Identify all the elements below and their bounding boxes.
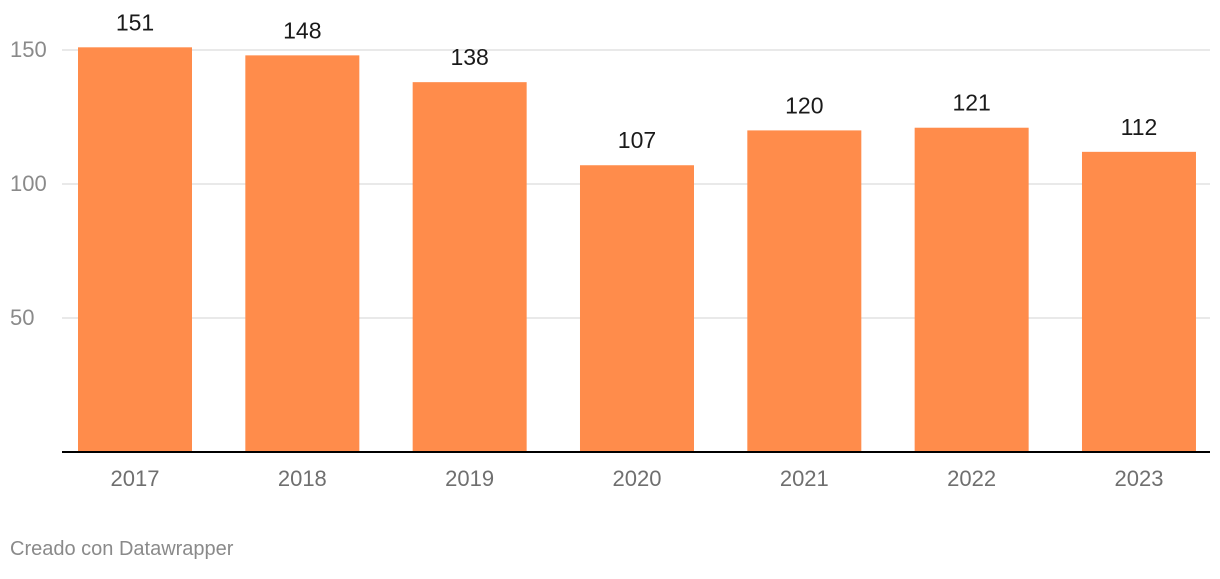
bar-2019 xyxy=(412,82,527,452)
data-label-2018: 148 xyxy=(283,17,321,43)
bar-2017 xyxy=(78,47,192,452)
x-axis-tick-labels: 2017 2018 2019 2020 2021 2022 2023 xyxy=(111,466,1164,491)
bar-2021 xyxy=(747,130,862,452)
x-tick-label-2020: 2020 xyxy=(613,466,662,491)
bars xyxy=(78,47,1196,453)
y-tick-label: 100 xyxy=(10,171,47,196)
bar-2022 xyxy=(914,127,1029,452)
bar-2023 xyxy=(1081,151,1196,452)
data-labels: 151 148 138 107 120 121 112 xyxy=(116,9,1158,153)
data-label-2021: 120 xyxy=(785,92,823,118)
x-tick-label-2019: 2019 xyxy=(445,466,494,491)
data-label-2022: 121 xyxy=(952,90,990,116)
x-tick-label-2018: 2018 xyxy=(278,466,327,491)
x-tick-label-2022: 2022 xyxy=(947,466,996,491)
y-tick-label: 150 xyxy=(10,37,47,62)
x-tick-label-2021: 2021 xyxy=(780,466,829,491)
bar-2020 xyxy=(579,165,694,453)
x-tick-label-2017: 2017 xyxy=(111,466,160,491)
y-axis-tick-labels: 50 100 150 xyxy=(10,37,47,330)
x-tick-label-2023: 2023 xyxy=(1115,466,1164,491)
data-label-2019: 138 xyxy=(450,44,488,70)
credit-text: Creado con Datawrapper xyxy=(10,538,234,560)
data-label-2017: 151 xyxy=(116,9,154,35)
data-label-2023: 112 xyxy=(1121,114,1158,140)
data-label-2020: 107 xyxy=(618,127,656,153)
y-tick-label: 50 xyxy=(10,305,34,330)
bar-2018 xyxy=(245,55,360,453)
